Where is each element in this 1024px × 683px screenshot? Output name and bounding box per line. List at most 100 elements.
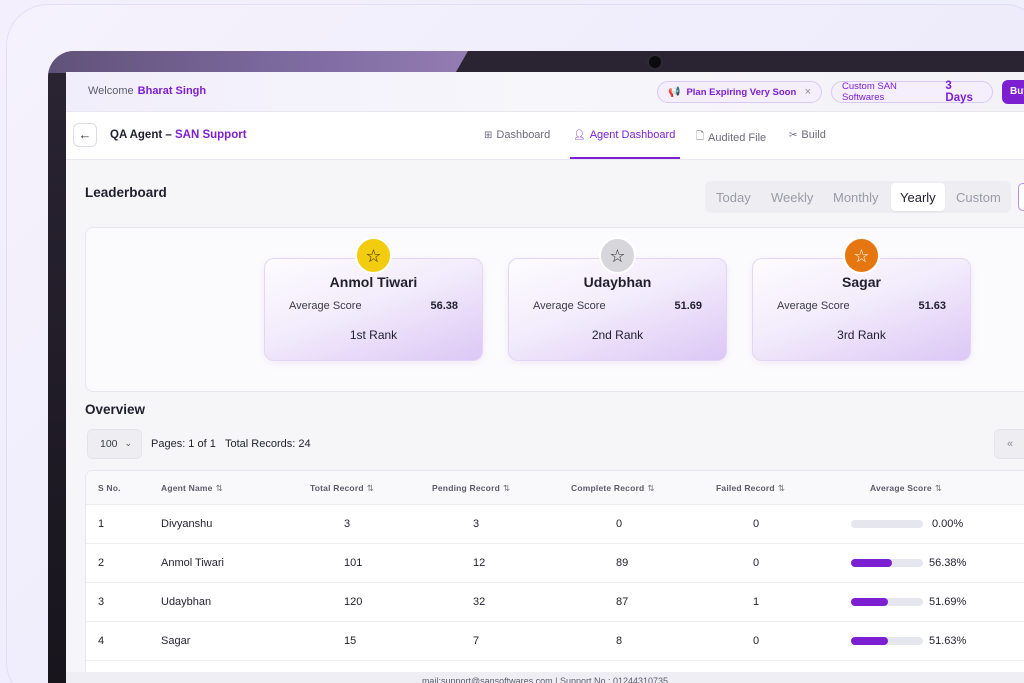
- page-size-select[interactable]: 100 ⌄: [87, 429, 142, 459]
- cell-total-record: 15: [344, 635, 357, 647]
- avg-score-label: Average Score: [533, 300, 606, 312]
- period-weekly[interactable]: Weekly: [771, 190, 814, 205]
- pages-info: Pages: 1 of 1: [151, 438, 216, 450]
- page-title-prefix: QA Agent –: [110, 129, 172, 141]
- rank-label: 1st Rank: [349, 328, 398, 342]
- col-total-record[interactable]: Total Record ⇅: [310, 483, 375, 493]
- buy-button[interactable]: Buy: [1002, 80, 1024, 104]
- close-icon[interactable]: ×: [804, 86, 811, 98]
- table-row[interactable]: 2 Anmol Tiwari 101 12 89 0 56.38%: [86, 544, 1024, 583]
- cell-complete-record: 0: [616, 518, 623, 530]
- col-complete-record[interactable]: Complete Record ⇅: [571, 483, 655, 493]
- tab-agent-dashboard[interactable]: 👤︎ Agent Dashboard: [573, 129, 675, 141]
- rank-name: Udaybhan: [583, 274, 652, 290]
- subscription-pill: Custom SAN Softwares 3 Days: [831, 80, 993, 104]
- score-value: 51.69%: [929, 596, 967, 608]
- score-bar: [851, 637, 923, 645]
- page-size-value: 100: [100, 438, 118, 450]
- arrow-left-icon: ←: [78, 127, 92, 142]
- tab-dashboard[interactable]: ⊞ Dashboard: [484, 129, 550, 141]
- first-page-button[interactable]: «: [994, 429, 1024, 459]
- back-button[interactable]: ←: [73, 123, 97, 147]
- grid-icon: ⊞: [484, 129, 493, 141]
- agent-table: S No. Agent Name ⇅ Total Record ⇅ Pending …: [85, 470, 1024, 683]
- cell-agent-name: Divyanshu: [161, 518, 213, 530]
- tab-label: Build: [801, 129, 826, 141]
- cell-agent-name: Anmol Tiwari: [161, 557, 224, 569]
- top-bar: Welcome Bharat Singh 📢 Plan Expiring Very…: [66, 72, 1024, 112]
- tab-audited-file[interactable]: 🗋 Audited File: [696, 129, 766, 146]
- rank-card-3: Sagar Average Score 51.63 3rd Rank: [752, 258, 971, 361]
- tab-label: Agent Dashboard: [589, 129, 676, 141]
- custom-label: Custom SAN Softwares: [842, 81, 897, 103]
- cell-complete-record: 8: [616, 635, 623, 647]
- table-row[interactable]: 1 Divyanshu 3 3 0 0 0.00%: [86, 505, 1024, 544]
- rank-label: 3rd Rank: [837, 328, 886, 342]
- period-monthly[interactable]: Monthly: [833, 190, 879, 205]
- score-value: 56.38%: [929, 557, 967, 569]
- table-row[interactable]: 4 Sagar 15 7 8 0 51.63%: [86, 622, 1024, 661]
- days-left: 3 Days: [945, 80, 973, 104]
- score-bar-fill: [851, 637, 889, 645]
- cell-failed-record: 1: [753, 596, 760, 608]
- camera-icon: [649, 56, 661, 68]
- rank-card-1: Anmol Tiwari Average Score 56.38 1st Ran…: [264, 258, 483, 361]
- active-tab-indicator: [570, 157, 680, 159]
- tab-label: Dashboard: [496, 129, 551, 141]
- bezel-reflection: [48, 51, 468, 73]
- period-today[interactable]: Today: [716, 190, 751, 205]
- welcome-text: Welcome Bharat Singh: [88, 85, 206, 97]
- rank-name: Sagar: [842, 274, 881, 290]
- cell-total-record: 101: [344, 557, 363, 569]
- period-yearly[interactable]: Yearly: [900, 190, 936, 205]
- rank-name: Anmol Tiwari: [329, 274, 418, 290]
- col-failed-record[interactable]: Failed Record ⇅: [716, 483, 786, 493]
- cell-sno: 1: [98, 518, 105, 530]
- score-bar: [851, 520, 923, 528]
- period-active-highlight: [891, 183, 945, 211]
- col-average-score[interactable]: Average Score ⇅: [870, 483, 943, 493]
- double-chevron-left-icon: «: [1007, 438, 1014, 450]
- overview-title: Overview: [85, 402, 146, 417]
- sort-icon: ⇅: [934, 483, 943, 493]
- table-row[interactable]: 3 Udaybhan 120 32 87 1 51.69%: [86, 583, 1024, 622]
- page-title-accent: SAN Support: [174, 129, 247, 141]
- cell-sno: 4: [98, 635, 105, 647]
- score-value: 51.63%: [929, 635, 967, 647]
- avg-score-value: 56.38: [430, 300, 458, 312]
- score-bar-fill: [851, 559, 892, 567]
- nav-bar: ← QA Agent – SAN Support ⊞ Dashboard 👤︎ …: [66, 112, 1024, 160]
- plan-expiring-pill[interactable]: 📢 Plan Expiring Very Soon ×: [657, 81, 822, 103]
- avg-score-label: Average Score: [289, 300, 362, 312]
- sort-icon: ⇅: [502, 483, 511, 493]
- cell-failed-record: 0: [753, 518, 760, 530]
- footer-text: mail:support@sansoftwares.com | Support …: [66, 672, 1024, 683]
- megaphone-icon: 📢: [668, 86, 681, 98]
- cell-pending-record: 12: [473, 557, 486, 569]
- cell-complete-record: 87: [616, 596, 629, 608]
- user-icon: 👤︎: [573, 129, 586, 141]
- cell-complete-record: 89: [616, 557, 629, 569]
- score-bar: [851, 559, 923, 567]
- col-pending-record[interactable]: Pending Record ⇅: [432, 483, 511, 493]
- sort-icon: ⇅: [215, 483, 223, 493]
- tab-label: Audited File: [708, 131, 767, 144]
- tab-build[interactable]: ✂ Build: [789, 129, 826, 141]
- page-title: QA Agent – SAN Support: [110, 129, 247, 141]
- col-agent-name[interactable]: Agent Name ⇅: [161, 483, 223, 493]
- sort-icon: ⇅: [777, 483, 786, 493]
- table-header: S No. Agent Name ⇅ Total Record ⇅ Pending …: [86, 471, 1024, 505]
- cell-sno: 2: [98, 557, 105, 569]
- filter-button[interactable]: [1018, 183, 1024, 211]
- avg-score-value: 51.63: [918, 300, 946, 312]
- cell-agent-name: Sagar: [161, 635, 191, 647]
- cell-sno: 3: [98, 596, 105, 608]
- period-custom[interactable]: Custom: [956, 190, 1001, 205]
- records-info: Total Records: 24: [225, 438, 311, 450]
- gold-star-icon: ☆: [355, 237, 392, 274]
- cell-failed-record: 0: [753, 557, 760, 569]
- plan-warning-text: Plan Expiring Very Soon: [686, 86, 797, 98]
- silver-star-icon: ☆: [599, 237, 636, 274]
- score-bar: [851, 598, 923, 606]
- col-sno[interactable]: S No.: [98, 483, 121, 493]
